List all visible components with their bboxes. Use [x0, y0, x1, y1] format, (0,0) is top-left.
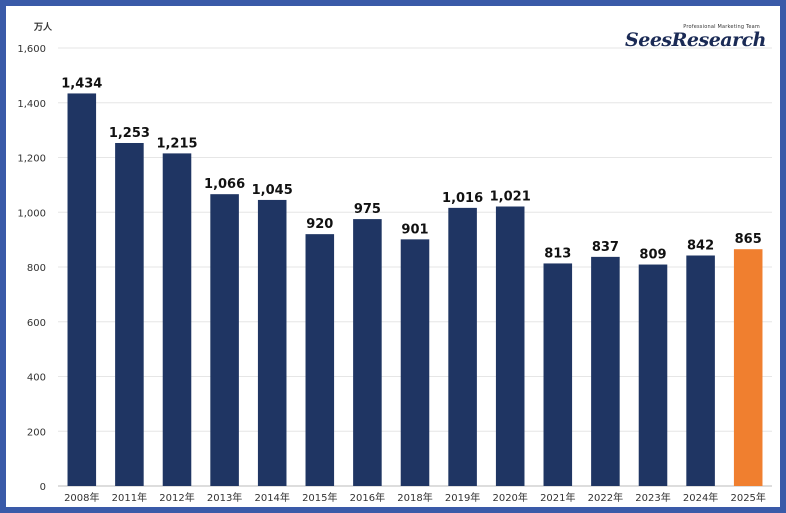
bar-2019年 [448, 207, 477, 486]
x-tick-label: 2019年 [445, 491, 480, 504]
bar-2008年 [67, 93, 97, 486]
data-label: 842 [687, 239, 714, 254]
data-label: 1,045 [252, 183, 293, 198]
bar-2023年 [638, 264, 668, 486]
x-tick-label: 2024年 [683, 491, 718, 504]
bar-2011年 [115, 142, 144, 486]
x-tick-label: 2015年 [302, 491, 337, 504]
x-tick-label: 2008年 [64, 491, 99, 504]
x-tick-label: 2021年 [540, 491, 575, 504]
bar-2012年 [162, 153, 192, 487]
y-tick-label: 400 [27, 373, 46, 384]
data-label: 813 [544, 246, 571, 261]
data-label: 920 [306, 217, 333, 232]
y-tick-label: 800 [27, 263, 46, 274]
logo-name: SeesResearch [625, 29, 766, 51]
y-tick-label: 200 [27, 427, 46, 438]
x-tick-label: 2011年 [112, 491, 147, 504]
y-tick-label: 1,200 [17, 154, 46, 165]
data-label: 901 [401, 222, 428, 237]
data-label: 975 [354, 202, 381, 217]
y-axis-ticks: 0 200 400 600 800 1,000 1,200 1,400 1,600 [17, 44, 46, 493]
bar-2022年 [591, 256, 620, 486]
bar-2024年 [686, 255, 715, 486]
data-label: 1,215 [156, 136, 197, 151]
x-axis-ticks: 2008年 2011年 2012年 2013年 2014年 2015年 2016年 2018年… [64, 491, 766, 504]
bar-2021年 [543, 263, 573, 486]
x-tick-label: 2012年 [159, 491, 194, 504]
data-label: 1,066 [204, 177, 245, 192]
x-tick-label: 2023年 [635, 491, 670, 504]
y-axis-unit-label: 万人 [33, 21, 53, 33]
x-tick-label: 2013年 [207, 491, 242, 504]
bar-2020年 [495, 206, 525, 486]
brand-logo: Professional Marketing Team SeesResearch [625, 24, 766, 50]
chart-frame: 0 200 400 600 800 1,000 1,200 1,400 1,600 1,434 1… [6, 6, 780, 507]
x-tick-label: 2014年 [254, 491, 289, 504]
logo-tagline: Professional Marketing Team [683, 24, 760, 30]
data-label: 837 [592, 240, 619, 255]
bar-2013年 [210, 194, 239, 486]
y-tick-label: 0 [40, 482, 46, 493]
data-label: 1,021 [490, 190, 531, 205]
x-tick-label: 2016年 [350, 491, 385, 504]
data-label: 1,253 [109, 126, 150, 141]
bar-2018年 [400, 239, 430, 486]
x-tick-label: 2018年 [397, 491, 432, 504]
data-label: 1,434 [61, 76, 102, 91]
bar-2025年 [733, 249, 763, 486]
x-tick-label: 2025年 [730, 491, 765, 504]
x-tick-label: 2020年 [492, 491, 527, 504]
bars [67, 93, 763, 487]
bar-2016年 [353, 219, 382, 486]
data-label: 809 [639, 248, 666, 263]
y-tick-label: 600 [27, 318, 46, 329]
bar-2015年 [305, 234, 335, 486]
x-tick-label: 2022年 [588, 491, 623, 504]
data-labels: 1,434 1,253 1,215 1,066 1,045 920 975 901 1,016 1… [61, 76, 762, 262]
data-label: 1,016 [442, 191, 483, 206]
bar-2014年 [257, 199, 287, 486]
data-label: 865 [735, 232, 762, 247]
y-tick-label: 1,000 [17, 208, 46, 219]
y-tick-label: 1,600 [17, 44, 46, 55]
y-tick-label: 1,400 [17, 99, 46, 110]
